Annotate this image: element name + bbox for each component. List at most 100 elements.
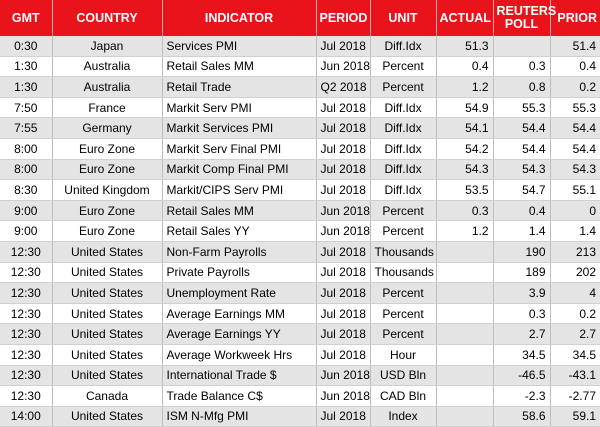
unit-cell: Percent (370, 323, 437, 345)
indicator-cell: Retail Sales YY (162, 220, 317, 242)
gmt-cell: 12:30 (0, 262, 53, 284)
prior-cell: 0 (550, 200, 600, 222)
gmt-cell: 12:30 (0, 282, 53, 304)
prior-cell: 202 (550, 262, 600, 284)
table-row: 0:30 Japan Services PMI Jul 2018 Diff.Idx 51.… (0, 36, 600, 57)
poll-cell (493, 36, 551, 57)
period-cell: Jul 2018 (316, 344, 371, 366)
gmt-cell: 14:00 (0, 406, 53, 427)
country-cell: United States (52, 262, 163, 284)
period-cell: Jul 2018 (316, 262, 371, 284)
column-header: PERIOD (316, 0, 371, 36)
actual-cell (436, 406, 494, 427)
country-cell: Australia (52, 56, 163, 78)
gmt-cell: 8:00 (0, 138, 53, 160)
table-row: 1:30 Australia Retail Trade Q2 2018 Percent 1… (0, 76, 600, 98)
table-row: 9:00 Euro Zone Retail Sales YY Jun 2018 Perc… (0, 220, 600, 242)
unit-cell: Diff.Idx (370, 117, 437, 139)
actual-cell: 54.1 (436, 117, 494, 139)
table-row: 8:30 United Kingdom Markit/CIPS Serv PMI Ju… (0, 179, 600, 201)
actual-cell (436, 323, 494, 345)
poll-cell: 34.5 (493, 344, 551, 366)
period-cell: Jun 2018 (316, 56, 371, 78)
unit-cell: Percent (370, 220, 437, 242)
poll-cell: 1.4 (493, 220, 551, 242)
gmt-cell: 7:55 (0, 117, 53, 139)
column-header: INDICATOR (162, 0, 317, 36)
country-cell: Euro Zone (52, 159, 163, 181)
unit-cell: Percent (370, 76, 437, 98)
period-cell: Jul 2018 (316, 241, 371, 263)
period-cell: Jul 2018 (316, 282, 371, 304)
period-cell: Jul 2018 (316, 179, 371, 201)
actual-cell: 0.4 (436, 56, 494, 78)
poll-cell: 0.4 (493, 200, 551, 222)
table-row: 12:30 United States Average Earnings MM Jul… (0, 303, 600, 325)
table-row: 12:30 Canada Trade Balance C$ Jun 2018 CAD B… (0, 385, 600, 407)
indicator-cell: Trade Balance C$ (162, 385, 317, 407)
prior-cell: -43.1 (550, 365, 600, 387)
poll-cell: 3.9 (493, 282, 551, 304)
table-body: 0:30 Japan Services PMI Jul 2018 Diff.Idx 51.… (0, 36, 600, 427)
indicator-cell: Markit Serv Final PMI (162, 138, 317, 160)
actual-cell: 51.3 (436, 36, 494, 57)
indicator-cell: Average Earnings YY (162, 323, 317, 345)
table-row: 12:30 United States Non-Farm Payrolls Jul 2… (0, 241, 600, 263)
unit-cell: Diff.Idx (370, 36, 437, 57)
period-cell: Jul 2018 (316, 117, 371, 139)
poll-cell: 0.8 (493, 76, 551, 98)
gmt-cell: 12:30 (0, 303, 53, 325)
prior-cell: 54.4 (550, 117, 600, 139)
prior-cell: 0.2 (550, 303, 600, 325)
indicator-cell: Retail Sales MM (162, 56, 317, 78)
prior-cell: 2.7 (550, 323, 600, 345)
poll-cell: 190 (493, 241, 551, 263)
actual-cell: 0.3 (436, 200, 494, 222)
poll-cell: 55.3 (493, 97, 551, 119)
indicator-cell: Non-Farm Payrolls (162, 241, 317, 263)
gmt-cell: 12:30 (0, 365, 53, 387)
period-cell: Jul 2018 (316, 303, 371, 325)
actual-cell: 54.3 (436, 159, 494, 181)
table-row: 12:30 United States Average Earnings YY Jul… (0, 323, 600, 345)
poll-cell: 189 (493, 262, 551, 284)
period-cell: Jul 2018 (316, 159, 371, 181)
actual-cell (436, 344, 494, 366)
prior-cell: 55.1 (550, 179, 600, 201)
country-cell: United States (52, 323, 163, 345)
actual-cell (436, 262, 494, 284)
prior-cell: 213 (550, 241, 600, 263)
country-cell: Canada (52, 385, 163, 407)
period-cell: Jul 2018 (316, 36, 371, 57)
table-row: 8:00 Euro Zone Markit Serv Final PMI Jul 20… (0, 138, 600, 160)
header-row: GMT COUNTRY INDICATOR PERIOD UNIT ACTUAL REUTE… (0, 0, 600, 36)
table-row: 8:00 Euro Zone Markit Comp Final PMI Jul 20… (0, 159, 600, 181)
column-header: REUTERS POLL (493, 0, 556, 36)
table-row: 12:30 United States International Trade $ J… (0, 365, 600, 387)
column-header: GMT (0, 0, 53, 36)
indicator-cell: Markit Comp Final PMI (162, 159, 317, 181)
unit-cell: Percent (370, 200, 437, 222)
column-header: ACTUAL (436, 0, 494, 36)
table-row: 9:00 Euro Zone Retail Sales MM Jun 2018 Perc… (0, 200, 600, 222)
indicator-cell: Retail Sales MM (162, 200, 317, 222)
gmt-cell: 12:30 (0, 241, 53, 263)
country-cell: Japan (52, 36, 163, 57)
prior-cell: 0.2 (550, 76, 600, 98)
unit-cell: Index (370, 406, 437, 427)
gmt-cell: 1:30 (0, 76, 53, 98)
period-cell: Jul 2018 (316, 406, 371, 427)
prior-cell: 59.1 (550, 406, 600, 427)
country-cell: Germany (52, 117, 163, 139)
poll-cell: 0.3 (493, 303, 551, 325)
period-cell: Q2 2018 (316, 76, 371, 98)
gmt-cell: 8:30 (0, 179, 53, 201)
country-cell: United States (52, 365, 163, 387)
period-cell: Jul 2018 (316, 138, 371, 160)
actual-cell: 1.2 (436, 76, 494, 98)
indicator-cell: Markit/CIPS Serv PMI (162, 179, 317, 201)
actual-cell (436, 365, 494, 387)
period-cell: Jun 2018 (316, 365, 371, 387)
period-cell: Jun 2018 (316, 220, 371, 242)
